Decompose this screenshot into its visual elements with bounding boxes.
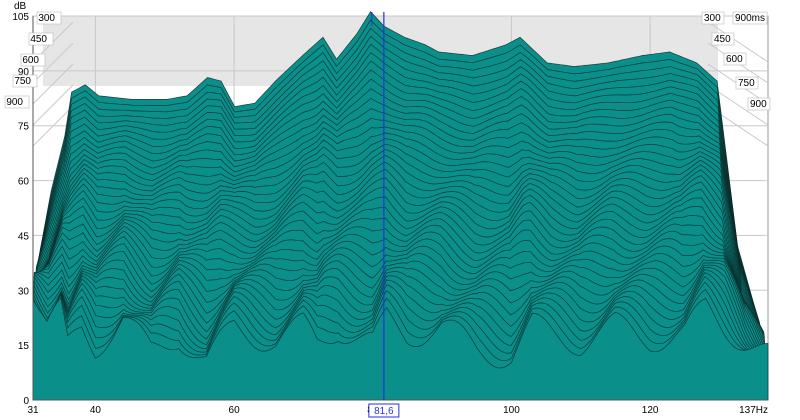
time-tick-label-right: 450 [714, 34, 731, 45]
y-tick-label: 0 [23, 396, 29, 407]
time-tick-box [28, 32, 54, 46]
time-tick-label-left: 900 [6, 97, 23, 108]
y-axis-label: dB [14, 1, 27, 12]
time-tick-box [732, 11, 768, 25]
left-depth-line [32, 63, 74, 105]
time-tick-box [36, 11, 62, 25]
time-tick-box [4, 95, 30, 109]
y-tick-label: 105 [12, 12, 29, 23]
left-depth-line [32, 42, 74, 84]
x-tick-label: 60 [229, 405, 241, 416]
y-tick-label: 15 [18, 341, 30, 352]
time-tick-box [701, 11, 725, 25]
time-tick-label-left: 300 [38, 13, 55, 24]
y-ticks: 0 15 30 45 60 75 90 105 [12, 12, 29, 407]
x-tick-label: 31 [27, 405, 39, 416]
waterfall-slice [32, 296, 769, 401]
time-tick-label-right: 900ms [735, 13, 765, 24]
x-tick-label: 40 [90, 405, 102, 416]
frequency-cursor[interactable]: 81,6 [368, 12, 400, 418]
time-tick-box [747, 97, 771, 111]
x-tick-label: 120 [642, 405, 659, 416]
cursor-label-box [368, 403, 400, 418]
y-tick-label: 45 [18, 231, 30, 242]
left-depth-line [32, 84, 74, 126]
time-tick-label-left: 750 [14, 76, 31, 87]
time-tick-box [12, 74, 38, 88]
cursor-label: 81,6 [374, 406, 394, 417]
slices [32, 11, 769, 401]
time-tick-box [20, 53, 46, 67]
time-tick-label-right: 750 [738, 78, 755, 89]
time-tick-label-right: 600 [726, 54, 743, 65]
time-tick-box [711, 32, 735, 46]
left-depth-line [32, 105, 74, 147]
y-tick-label: 60 [18, 177, 30, 188]
time-ticks-right: 300 900ms 450 600 750 900 [701, 11, 771, 111]
time-tick-label-right: 300 [704, 13, 721, 24]
time-tick-label-right: 900 [750, 99, 767, 110]
x-tick-label: 137Hz [739, 405, 768, 416]
time-tick-box [735, 76, 759, 90]
y-tick-label: 30 [18, 286, 30, 297]
right-depth-line [707, 21, 769, 63]
y-tick-label: 90 [18, 67, 30, 78]
time-tick-label-left: 600 [22, 55, 39, 66]
x-tick-label: 100 [503, 405, 520, 416]
time-tick-box [723, 52, 747, 66]
y-tick-label: 75 [18, 122, 30, 133]
time-ticks-left: 300 450 600 750 900 [4, 11, 62, 109]
time-tick-label-left: 450 [30, 34, 47, 45]
